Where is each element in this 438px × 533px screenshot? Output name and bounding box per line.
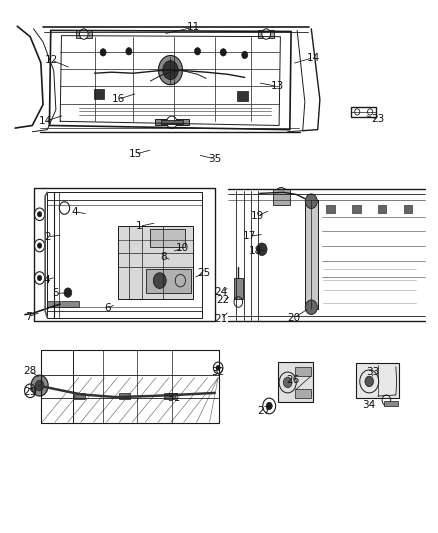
Polygon shape (118, 226, 193, 299)
Text: 21: 21 (215, 314, 228, 324)
Text: 10: 10 (176, 243, 189, 253)
Circle shape (216, 365, 220, 370)
Polygon shape (161, 120, 183, 124)
Circle shape (283, 377, 292, 387)
Text: 6: 6 (104, 303, 111, 313)
Polygon shape (357, 362, 399, 398)
Circle shape (31, 375, 48, 396)
Polygon shape (278, 361, 314, 402)
Bar (237, 91, 248, 101)
Text: 28: 28 (24, 366, 37, 376)
Text: 15: 15 (129, 149, 142, 159)
Circle shape (35, 381, 44, 391)
Text: 18: 18 (249, 246, 262, 256)
Circle shape (80, 29, 88, 39)
Text: 4: 4 (72, 207, 78, 216)
Circle shape (126, 47, 132, 55)
Text: 17: 17 (243, 231, 257, 241)
Text: 7: 7 (25, 312, 31, 321)
Polygon shape (295, 367, 311, 376)
Circle shape (305, 194, 317, 208)
Polygon shape (146, 269, 191, 293)
Text: 32: 32 (212, 367, 225, 377)
Polygon shape (47, 301, 79, 307)
Circle shape (37, 243, 42, 248)
Circle shape (194, 47, 201, 55)
Polygon shape (234, 278, 243, 299)
Text: 25: 25 (198, 268, 211, 278)
Text: 34: 34 (362, 400, 375, 410)
Circle shape (166, 116, 177, 128)
Text: 27: 27 (258, 406, 271, 416)
Circle shape (64, 288, 72, 297)
Circle shape (262, 29, 271, 39)
Circle shape (153, 273, 166, 288)
Bar (378, 205, 386, 213)
Polygon shape (155, 119, 189, 125)
Circle shape (37, 212, 42, 217)
Polygon shape (272, 189, 290, 205)
Text: 14: 14 (39, 116, 52, 126)
Text: 31: 31 (167, 393, 180, 403)
Text: 2: 2 (44, 232, 51, 242)
Polygon shape (150, 229, 185, 247)
Bar (352, 205, 360, 213)
Text: 14: 14 (307, 53, 320, 62)
Text: 19: 19 (251, 211, 264, 221)
Circle shape (305, 300, 317, 314)
Circle shape (159, 55, 183, 85)
Circle shape (220, 49, 226, 56)
Polygon shape (76, 30, 92, 38)
Text: 4: 4 (43, 275, 50, 285)
Text: 24: 24 (215, 287, 228, 296)
Text: 16: 16 (112, 94, 125, 104)
Text: 11: 11 (187, 22, 200, 33)
Text: 8: 8 (160, 252, 166, 262)
Bar (403, 205, 412, 213)
Circle shape (100, 49, 106, 56)
Text: 12: 12 (45, 55, 58, 65)
Text: 22: 22 (217, 295, 230, 305)
Text: 5: 5 (53, 288, 59, 298)
Text: 35: 35 (208, 154, 221, 164)
Text: 20: 20 (288, 313, 300, 322)
Polygon shape (120, 393, 130, 399)
Circle shape (278, 192, 284, 200)
Polygon shape (305, 200, 318, 309)
Text: 26: 26 (286, 375, 300, 385)
Circle shape (37, 276, 42, 280)
Circle shape (242, 51, 248, 59)
Text: 33: 33 (366, 367, 379, 377)
Text: 1: 1 (136, 221, 143, 231)
Text: 13: 13 (270, 82, 283, 91)
Polygon shape (258, 30, 274, 38)
Polygon shape (74, 393, 85, 399)
Polygon shape (384, 401, 399, 406)
Bar (94, 89, 104, 99)
Polygon shape (295, 389, 311, 398)
Circle shape (365, 376, 374, 386)
Text: 29: 29 (24, 387, 37, 397)
Bar (351, 107, 376, 117)
Text: 23: 23 (371, 114, 385, 124)
Polygon shape (165, 393, 175, 399)
Circle shape (163, 61, 178, 79)
Circle shape (257, 243, 267, 255)
Circle shape (266, 402, 272, 410)
Bar (326, 205, 335, 213)
